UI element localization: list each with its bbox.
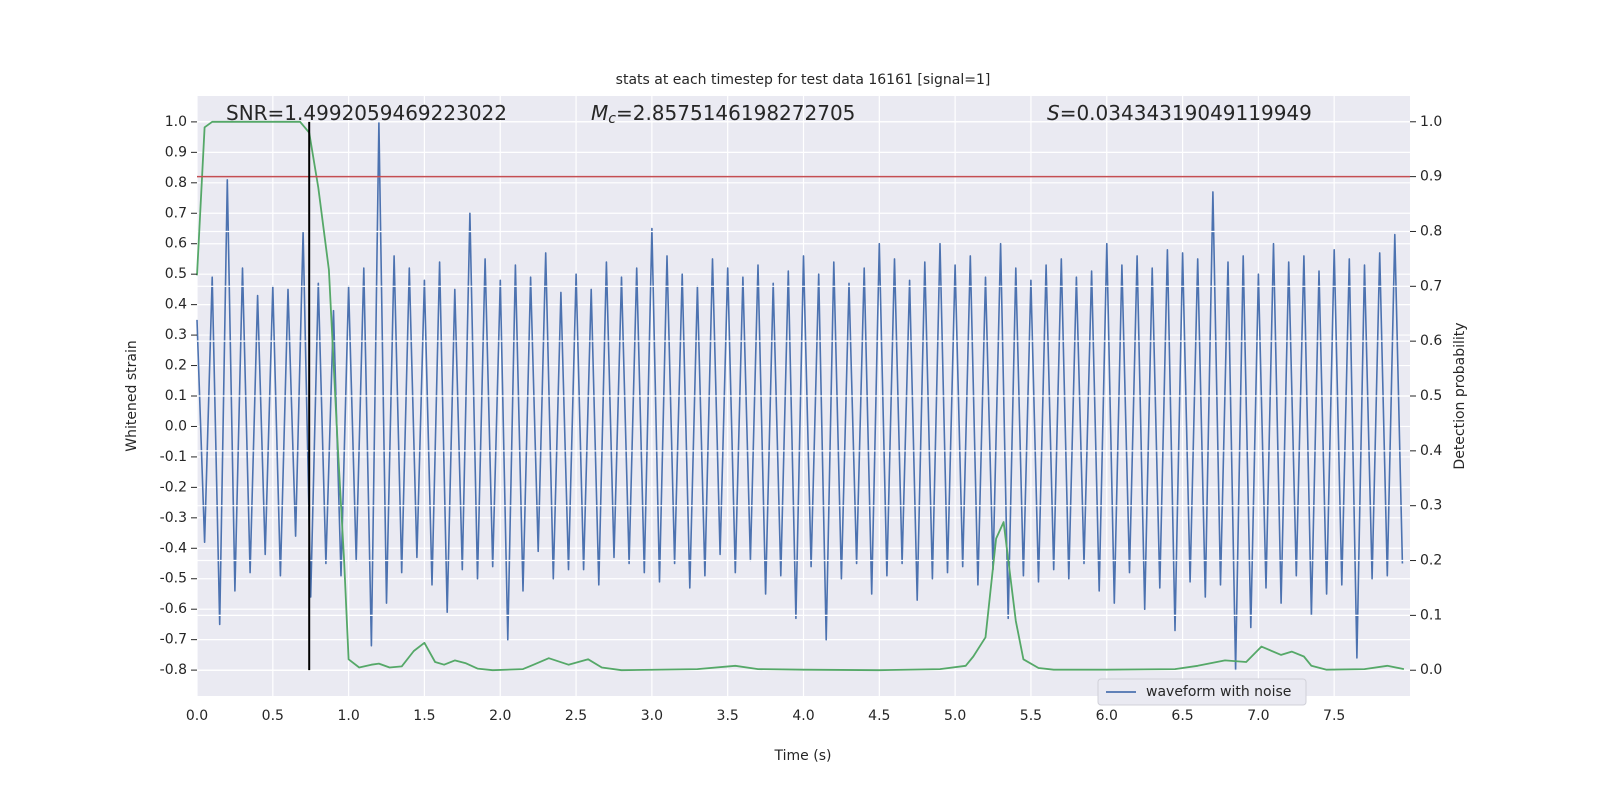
annotation-text: SNR=1.4992059469223022 xyxy=(226,101,507,125)
marks xyxy=(196,120,1410,672)
y-tick-label: 0.4 xyxy=(165,297,187,313)
y-tick-label: 1.0 xyxy=(165,114,187,130)
x-tick-label: 1.0 xyxy=(337,708,359,724)
annotation-symbol: S xyxy=(1047,101,1060,125)
chart-title: stats at each timestep for test data 161… xyxy=(616,72,991,88)
y2-tick-label: 0.6 xyxy=(1420,333,1442,349)
y-tick-label: 0.2 xyxy=(165,358,187,374)
y-tick-label: -0.8 xyxy=(160,662,187,678)
x-tick-label: 3.5 xyxy=(717,708,739,724)
y2-axis-label: Detection probability xyxy=(1452,322,1468,469)
y-tick-label: -0.5 xyxy=(160,571,187,587)
y-tick-label: 0.6 xyxy=(165,236,187,252)
y2-grid xyxy=(197,121,1410,671)
y-tick-label: -0.2 xyxy=(160,479,187,495)
y-tick-label: -0.4 xyxy=(160,540,187,556)
annotation-symbol: M xyxy=(591,101,608,125)
x-tick-label: 6.5 xyxy=(1171,708,1193,724)
overlay: 0.0 0.5 1.0 1.5 2.0 2.5 3.0 3.5 4.0 4.5 5.0 5.5 6.0 6… xyxy=(160,101,1443,725)
x-tick-label: 0.5 xyxy=(262,708,284,724)
y-tick-label: 0.8 xyxy=(165,175,187,191)
legend-box xyxy=(1097,678,1307,706)
y-tick-label: 0.0 xyxy=(165,418,187,434)
x-tick-label: 5.5 xyxy=(1020,708,1042,724)
y2-tick-label: 0.3 xyxy=(1420,498,1442,514)
annotation-text: =0.03434319049119949 xyxy=(1060,101,1312,125)
x-tick-label: 5.0 xyxy=(944,708,966,724)
annotation-text: =2.8575146198272705 xyxy=(616,101,855,125)
y-tick-label: 0.3 xyxy=(165,327,187,343)
y2-tick-label: 0.8 xyxy=(1420,223,1442,239)
x-tick-label: 1.5 xyxy=(413,708,435,724)
legend-label: waveform with noise xyxy=(1146,684,1291,700)
annotation: Mc=2.8575146198272705 xyxy=(591,101,855,128)
x-tick-label: 6.0 xyxy=(1096,708,1118,724)
annotation-subscript: c xyxy=(608,111,616,127)
y-tick-label: -0.6 xyxy=(160,601,187,617)
y-tick-label: -0.3 xyxy=(160,510,187,526)
x-tick-label: 7.0 xyxy=(1247,708,1269,724)
x-tick-label: 0.0 xyxy=(186,708,208,724)
y-tick-label: 0.1 xyxy=(165,388,187,404)
x-tick-label: 3.0 xyxy=(641,708,663,724)
y2-tick-label: 1.0 xyxy=(1420,114,1442,130)
y2-tick-label: 0.7 xyxy=(1420,278,1442,294)
x-tick-label: 4.0 xyxy=(792,708,814,724)
x-axis-label: Time (s) xyxy=(774,748,832,764)
y2-tick-label: 0.9 xyxy=(1420,169,1442,185)
x-tick-label: 2.0 xyxy=(489,708,511,724)
x-tick-label: 2.5 xyxy=(565,708,587,724)
y-tick-label: -0.1 xyxy=(160,449,187,465)
y-tick-label: 0.7 xyxy=(165,205,187,221)
y2-tick-label: 0.2 xyxy=(1420,553,1442,569)
y2-tick-label: 0.5 xyxy=(1420,388,1442,404)
y2-tick-label: 0.1 xyxy=(1420,607,1442,623)
annotation: SNR=1.4992059469223022 xyxy=(226,101,507,125)
y-tick-label: 0.5 xyxy=(165,266,187,282)
series-line xyxy=(196,120,1405,672)
y2-tick-label: 0.0 xyxy=(1420,662,1442,678)
x-tick-label: 7.5 xyxy=(1323,708,1345,724)
y2-tick-label: 0.4 xyxy=(1420,443,1442,459)
y-tick-label: 0.9 xyxy=(165,144,187,160)
series-line xyxy=(196,121,1404,671)
annotation: S=0.03434319049119949 xyxy=(1047,101,1312,125)
x-tick-label: 4.5 xyxy=(868,708,890,724)
y-tick-label: -0.7 xyxy=(160,632,187,648)
y-axis-label: Whitened strain xyxy=(124,340,140,451)
